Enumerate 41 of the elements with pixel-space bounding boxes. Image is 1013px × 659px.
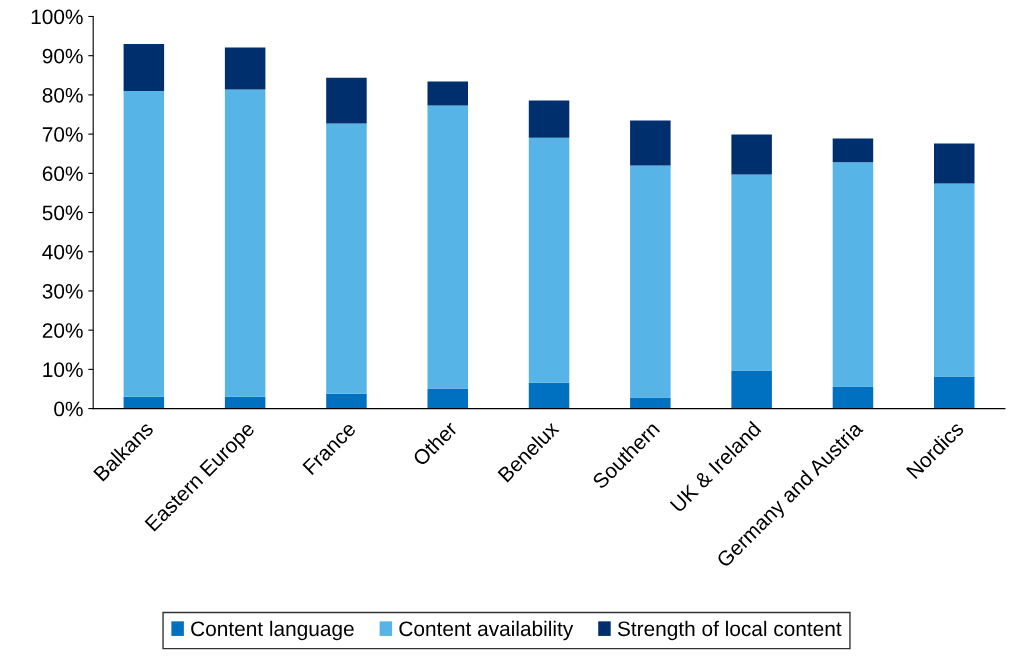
bar [933,183,975,377]
y-tick-label: 50% [42,205,83,221]
y-tick-label: 40% [42,244,83,260]
bar [832,138,874,163]
bar [528,382,570,409]
bar [630,397,671,409]
bar [731,174,772,371]
y-tick-label: 20% [42,323,83,338]
bar [123,396,165,409]
bar [224,47,266,90]
legend-label: Content language [191,620,354,641]
bar [326,123,367,394]
y-tick-label: 80% [42,87,83,103]
bar [123,90,165,397]
legend-label: Content availability [399,620,574,641]
bar [427,388,469,409]
bar [933,143,975,184]
bar [731,370,772,409]
bar [123,43,165,91]
y-tick-label: 30% [42,283,83,299]
y-tick-label: 10% [43,362,83,378]
bar [326,77,367,124]
y-tick-label: 90% [42,48,83,64]
y-tick-label: 60% [42,166,83,182]
bar [427,105,469,389]
bar [427,81,469,106]
bar [731,134,772,175]
bar [224,89,266,397]
bar [630,165,671,398]
bar [224,396,266,409]
bar [832,386,874,409]
bar [528,100,570,138]
bar [832,162,874,387]
y-tick-label: 0% [54,401,83,417]
bar [630,120,671,166]
legend-label: Strength of local content [617,620,842,641]
bar [933,376,975,409]
y-tick-label: 70% [42,127,83,142]
bar [326,393,367,409]
bar [528,137,570,383]
y-tick-label: 100% [31,9,83,25]
